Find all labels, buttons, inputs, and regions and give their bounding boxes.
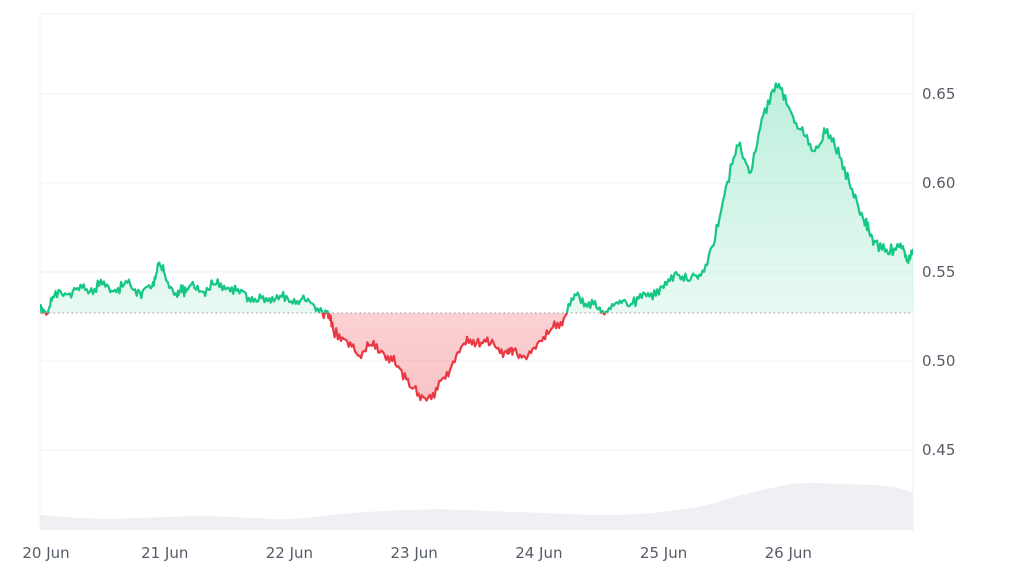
- volume-area: [40, 482, 913, 530]
- x-tick-label: 26 Jun: [765, 544, 812, 562]
- x-tick-label: 24 Jun: [515, 544, 562, 562]
- x-tick-label: 21 Jun: [141, 544, 188, 562]
- area-fill-below-baseline: [45, 312, 606, 401]
- area-fill-above-baseline: [40, 83, 913, 313]
- y-axis-labels: 0.45 0.50 0.55 0.60 0.65: [922, 85, 955, 459]
- y-tick-label: 0.55: [922, 263, 955, 281]
- x-tick-label: 25 Jun: [640, 544, 687, 562]
- x-tick-label: 22 Jun: [266, 544, 313, 562]
- price-line-above-baseline: [40, 82, 913, 313]
- y-tick-label: 0.50: [922, 352, 955, 370]
- x-tick-label: 20 Jun: [22, 544, 69, 562]
- y-tick-label: 0.60: [922, 174, 955, 192]
- price-line-below-baseline: [40, 312, 607, 402]
- x-tick-label: 23 Jun: [390, 544, 437, 562]
- y-tick-label: 0.45: [922, 441, 955, 459]
- y-tick-label: 0.65: [922, 85, 955, 103]
- x-axis-labels: 20 Jun 21 Jun 22 Jun 23 Jun 24 Jun 25 Jun 26 J…: [22, 544, 812, 562]
